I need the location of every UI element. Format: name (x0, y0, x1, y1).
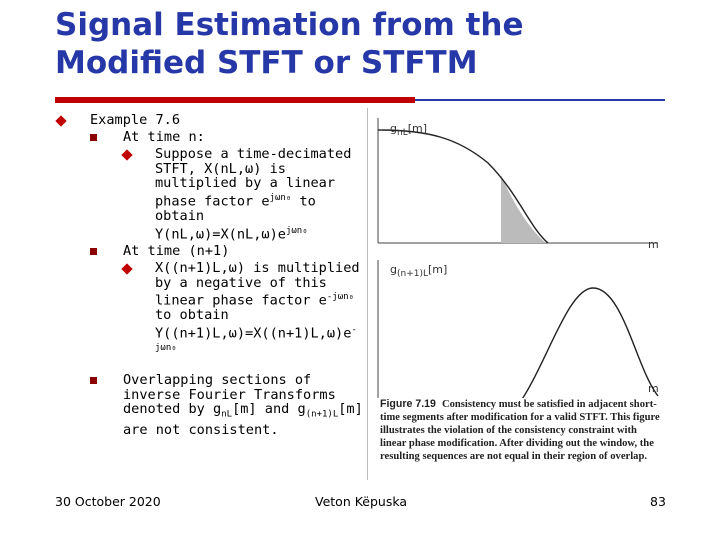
bullet-marker (121, 149, 133, 161)
bullet-text: [m] and g (232, 401, 306, 418)
bullet-item: At time n: (123, 130, 363, 145)
figure-caption: Figure 7.19 Consistency must be satisfied… (380, 398, 660, 462)
bullet-marker (90, 377, 97, 384)
bullet-text: [m] are not consistent. (123, 401, 363, 438)
bullet-text: jωn₀ (285, 225, 308, 236)
axis-label: m (648, 238, 659, 251)
curve-label: gnL[m] (390, 122, 428, 139)
bullet-item: At time (n+1) (123, 244, 363, 259)
bullet-text: Overlapping sections of inverse Fourier … (123, 372, 336, 418)
bullet-text: At time n: (123, 129, 205, 145)
bullet-text: jωn₀ (269, 192, 292, 203)
footer-date: 30 October 2020 (55, 494, 161, 509)
bullet-item: Suppose a time-decimated STFT, X(nL,ω) i… (155, 147, 363, 242)
axis-label: m (648, 382, 659, 395)
bullet-item: Example 7.6 (90, 113, 360, 128)
bullet-text: Example 7.6 (90, 112, 181, 128)
bullet-text: to obtain Y((n+1)L,ω)=X((n+1)L,ω)e (155, 307, 352, 342)
title-rule (55, 97, 415, 103)
footer-author: Veton Këpuska (315, 494, 408, 509)
bullet-text: nL (221, 409, 233, 420)
bullet-marker (90, 248, 97, 255)
bullet-marker (55, 115, 67, 127)
bullet-marker (90, 134, 97, 141)
bullet-text: X((n+1)L,ω) is multiplied by a negative … (155, 260, 360, 309)
bullet-text: (n+1)L (305, 409, 339, 420)
title-rule (415, 99, 665, 101)
bullet-text: -jωn₀ (326, 292, 354, 303)
bullet-text: Suppose a time-decimated STFT, X(nL,ω) i… (155, 146, 352, 210)
bullet-text: to obtain Y(nL,ω)=X(nL,ω)e (155, 193, 316, 243)
bullet-text: -jωn₀ (155, 324, 357, 354)
curve-label: g(n+1)L[m] (390, 263, 448, 280)
footer-page: 83 (650, 494, 666, 509)
bullet-item: Overlapping sections of inverse Fourier … (123, 373, 363, 437)
slide-title: Signal Estimation from the Modified STFT… (55, 7, 524, 81)
bullet-item: X((n+1)L,ω) is multiplied by a negative … (155, 261, 363, 359)
bullet-text: At time (n+1) (123, 243, 230, 259)
bullet-marker (121, 263, 133, 275)
figure: gnL[m] m g(n+1)L[m] m Figure 7.19 Consist… (367, 108, 666, 480)
figure-plot (368, 108, 666, 398)
